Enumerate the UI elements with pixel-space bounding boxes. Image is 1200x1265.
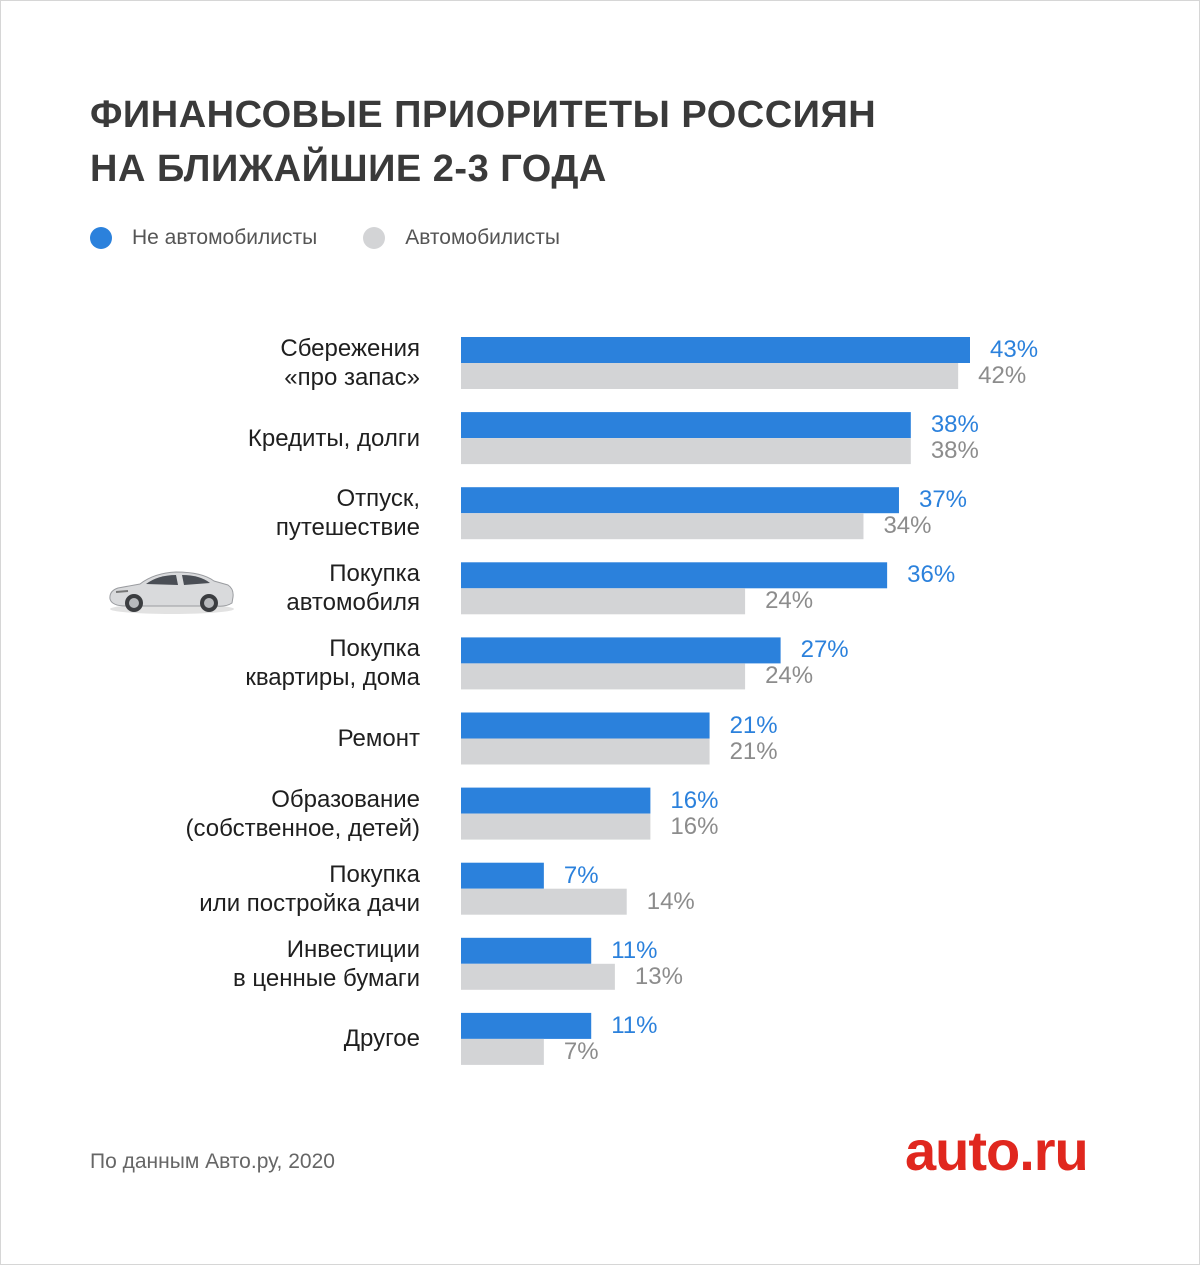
value-label-drivers-7: 14%	[646, 887, 695, 915]
category-label-line: Сбережения	[280, 335, 420, 362]
category-label-line: «про запас»	[284, 364, 420, 391]
bar-drivers-5	[461, 738, 710, 765]
category-label-line: Покупка	[329, 560, 420, 588]
category-label-0: Сбережения «про запас»	[0, 334, 420, 392]
bar-drivers-8	[461, 963, 615, 990]
legend-label-non-drivers: Не автомобилисты	[132, 226, 318, 249]
value-label-non-drivers-8: 11%	[611, 936, 658, 964]
bar-non-drivers-2	[461, 487, 899, 514]
value-label-non-drivers-3: 36%	[907, 561, 956, 589]
category-label-line: Образование	[271, 785, 420, 813]
legend-item-drivers: Автомобилисты	[363, 226, 560, 250]
bar-non-drivers-8	[461, 937, 592, 964]
category-label-7: Покупка или постройка дачи	[0, 860, 420, 918]
value-label-drivers-4: 24%	[765, 662, 814, 690]
title-line-1: ФИНАНСОВЫЕ ПРИОРИТЕТЫ РОССИЯН	[90, 94, 877, 136]
bar-non-drivers-6	[461, 787, 651, 814]
value-label-non-drivers-5: 21%	[729, 711, 778, 739]
legend: Не автомобилисты Автомобилисты	[90, 226, 606, 250]
legend-dot-gray	[363, 227, 386, 249]
value-label-non-drivers-2: 37%	[918, 486, 968, 514]
bar-non-drivers-0	[461, 337, 970, 363]
category-label-line: (собственное, детей)	[185, 814, 420, 842]
bar-drivers-2	[461, 513, 864, 540]
category-label-2: Отпуск, путешествие	[0, 484, 420, 542]
value-label-drivers-0: 42%	[978, 362, 1027, 389]
legend-label-drivers: Автомобилисты	[405, 226, 561, 249]
category-label-line: Другое	[343, 1025, 420, 1053]
bar-drivers-6	[461, 813, 651, 840]
legend-dot-blue	[90, 227, 112, 249]
auto-ru-logo: auto.ru	[905, 1119, 1089, 1182]
category-label-line: Покупка	[329, 635, 420, 663]
bar-drivers-9	[461, 1038, 544, 1065]
title-line-2: НА БЛИЖАЙШИЕ 2-3 ГОДА	[90, 148, 607, 190]
bar-drivers-7	[461, 888, 627, 915]
value-label-drivers-8: 13%	[634, 962, 683, 990]
category-label-line: Отпуск,	[336, 485, 420, 513]
value-label-drivers-6: 16%	[670, 812, 719, 840]
chart-title: ФИНАНСОВЫЕ ПРИОРИТЕТЫ РОССИЯН НА БЛИЖАЙШ…	[90, 88, 876, 196]
bar-non-drivers-3	[461, 562, 888, 589]
category-label-line: Покупка	[329, 860, 420, 888]
bar-drivers-0	[461, 363, 959, 389]
category-label-line: путешествие	[275, 514, 420, 542]
value-label-non-drivers-9: 11%	[611, 1011, 658, 1039]
category-label-3: Покупка автомобиля	[0, 559, 420, 617]
value-label-drivers-3: 24%	[765, 587, 814, 615]
legend-item-non-drivers: Не автомобилисты	[90, 226, 317, 250]
bar-drivers-1	[461, 438, 911, 465]
category-label-line: в ценные бумаги	[233, 964, 420, 992]
category-label-9: Другое	[0, 1024, 420, 1053]
value-label-drivers-5: 21%	[729, 737, 778, 765]
category-label-line: Кредиты, долги	[247, 424, 420, 452]
category-label-6: Образование (собственное, детей)	[0, 785, 420, 843]
bar-drivers-3	[461, 588, 746, 615]
value-label-drivers-2: 34%	[883, 512, 932, 540]
category-label-8: Инвестиции в ценные бумаги	[0, 935, 420, 993]
category-label-line: или постройка дачи	[199, 889, 420, 917]
category-label-line: Инвестиции	[286, 935, 420, 963]
category-label-4: Покупка квартиры, дома	[0, 634, 420, 692]
category-label-5: Ремонт	[0, 724, 420, 753]
bar-non-drivers-4	[461, 637, 781, 664]
car-icon	[109, 571, 234, 614]
category-label-1: Кредиты, долги	[0, 424, 420, 453]
value-label-non-drivers-6: 16%	[670, 786, 719, 814]
bar-non-drivers-5	[461, 712, 710, 739]
value-label-drivers-9: 7%	[563, 1037, 599, 1065]
bar-drivers-4	[461, 663, 746, 690]
value-label-non-drivers-1: 38%	[930, 411, 979, 439]
category-label-line: квартиры, дома	[245, 664, 420, 692]
value-label-non-drivers-4: 27%	[800, 636, 849, 664]
source-note: По данным Авто.ру, 2020	[90, 1150, 335, 1173]
value-label-non-drivers-7: 7%	[563, 861, 599, 889]
bar-non-drivers-1	[461, 412, 911, 439]
bar-non-drivers-9	[461, 1012, 592, 1039]
bar-non-drivers-7	[461, 862, 544, 889]
value-label-non-drivers-0: 43%	[990, 336, 1039, 363]
value-label-drivers-1: 38%	[930, 437, 979, 465]
category-label-line: автомобиля	[286, 589, 420, 617]
category-label-line: Ремонт	[337, 725, 420, 752]
